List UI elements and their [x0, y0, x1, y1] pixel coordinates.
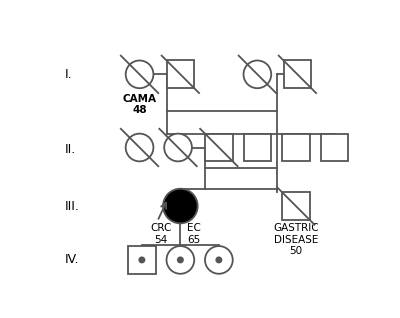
Text: CRC
54: CRC 54	[150, 223, 172, 245]
Circle shape	[126, 60, 154, 88]
Text: CAMA
48: CAMA 48	[122, 93, 156, 115]
Text: GASTRIC
DISEASE
50: GASTRIC DISEASE 50	[273, 223, 319, 256]
Circle shape	[163, 189, 198, 223]
Text: II.: II.	[65, 143, 76, 156]
Bar	[284, 60, 311, 88]
Bar	[320, 134, 348, 161]
Bar	[128, 246, 156, 274]
Text: EC
65: EC 65	[186, 223, 200, 245]
Circle shape	[164, 134, 192, 161]
Bar	[282, 192, 310, 220]
Text: IV.: IV.	[65, 253, 79, 266]
Circle shape	[216, 257, 222, 263]
Circle shape	[166, 246, 194, 274]
Circle shape	[178, 257, 183, 263]
Circle shape	[205, 246, 233, 274]
Bar	[244, 134, 271, 161]
Circle shape	[139, 257, 145, 263]
Circle shape	[244, 60, 271, 88]
Text: I.: I.	[65, 68, 72, 81]
Bar	[282, 134, 310, 161]
Bar	[166, 60, 194, 88]
Text: III.: III.	[65, 199, 80, 212]
Circle shape	[126, 134, 154, 161]
Bar	[205, 134, 233, 161]
